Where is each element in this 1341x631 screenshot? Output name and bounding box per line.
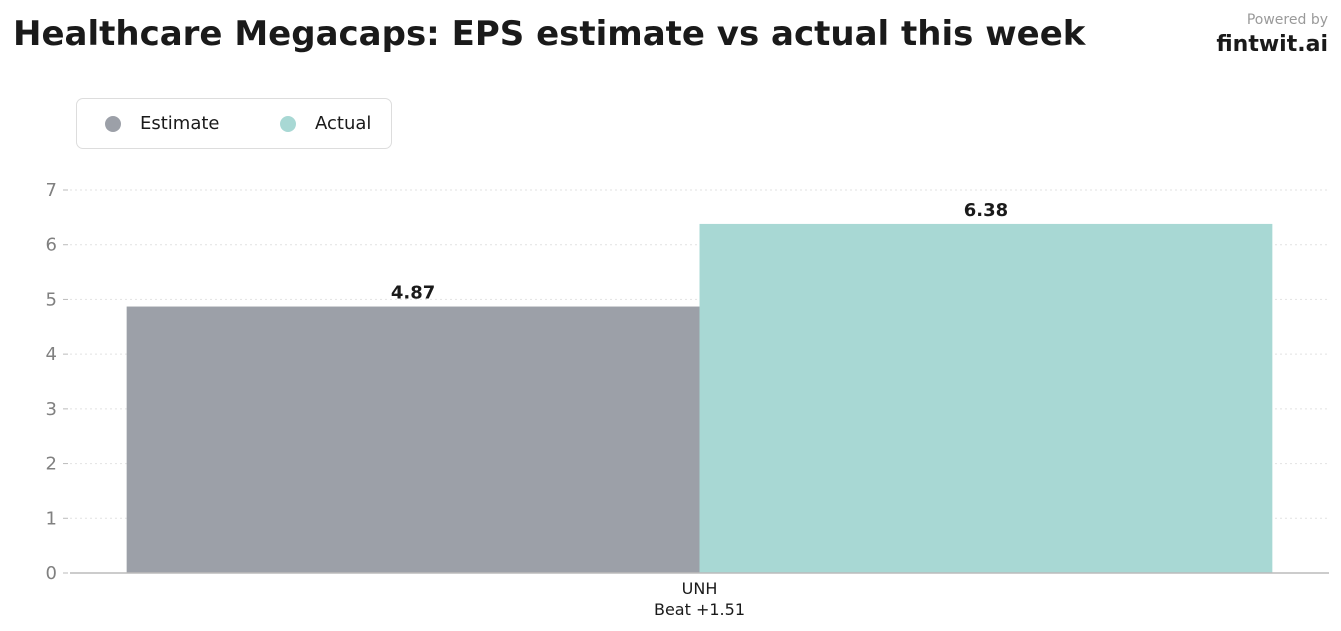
x-tick-sublabel: Beat +1.51 <box>654 600 745 619</box>
y-tick-label: 1 <box>46 508 57 529</box>
legend-item-actual: Actual <box>280 99 371 148</box>
brand-logo-text: fintwit.ai <box>1216 32 1328 57</box>
bar-value-label: 6.38 <box>964 200 1008 221</box>
y-tick-label: 0 <box>46 563 57 584</box>
bar-value-label: 4.87 <box>391 283 435 304</box>
x-tick-label: UNH <box>682 579 718 598</box>
legend-label-estimate: Estimate <box>140 113 220 134</box>
y-tick-label: 6 <box>46 235 57 256</box>
legend-swatch-estimate <box>105 115 121 132</box>
legend-label-actual: Actual <box>315 113 372 134</box>
legend-item-estimate: Estimate <box>105 99 220 148</box>
y-tick-label: 4 <box>46 344 57 365</box>
y-tick-label: 2 <box>46 454 57 475</box>
chart-legend: Estimate Actual <box>76 98 392 149</box>
bar-estimate <box>126 306 700 573</box>
chart-title: Healthcare Megacaps: EPS estimate vs act… <box>13 14 1086 54</box>
legend-swatch-actual <box>280 115 296 132</box>
powered-by-label: Powered by <box>1246 12 1328 28</box>
bar-actual <box>699 223 1273 573</box>
y-tick-label: 7 <box>46 180 57 201</box>
y-tick-label: 5 <box>46 289 57 310</box>
y-tick-label: 3 <box>46 399 57 420</box>
